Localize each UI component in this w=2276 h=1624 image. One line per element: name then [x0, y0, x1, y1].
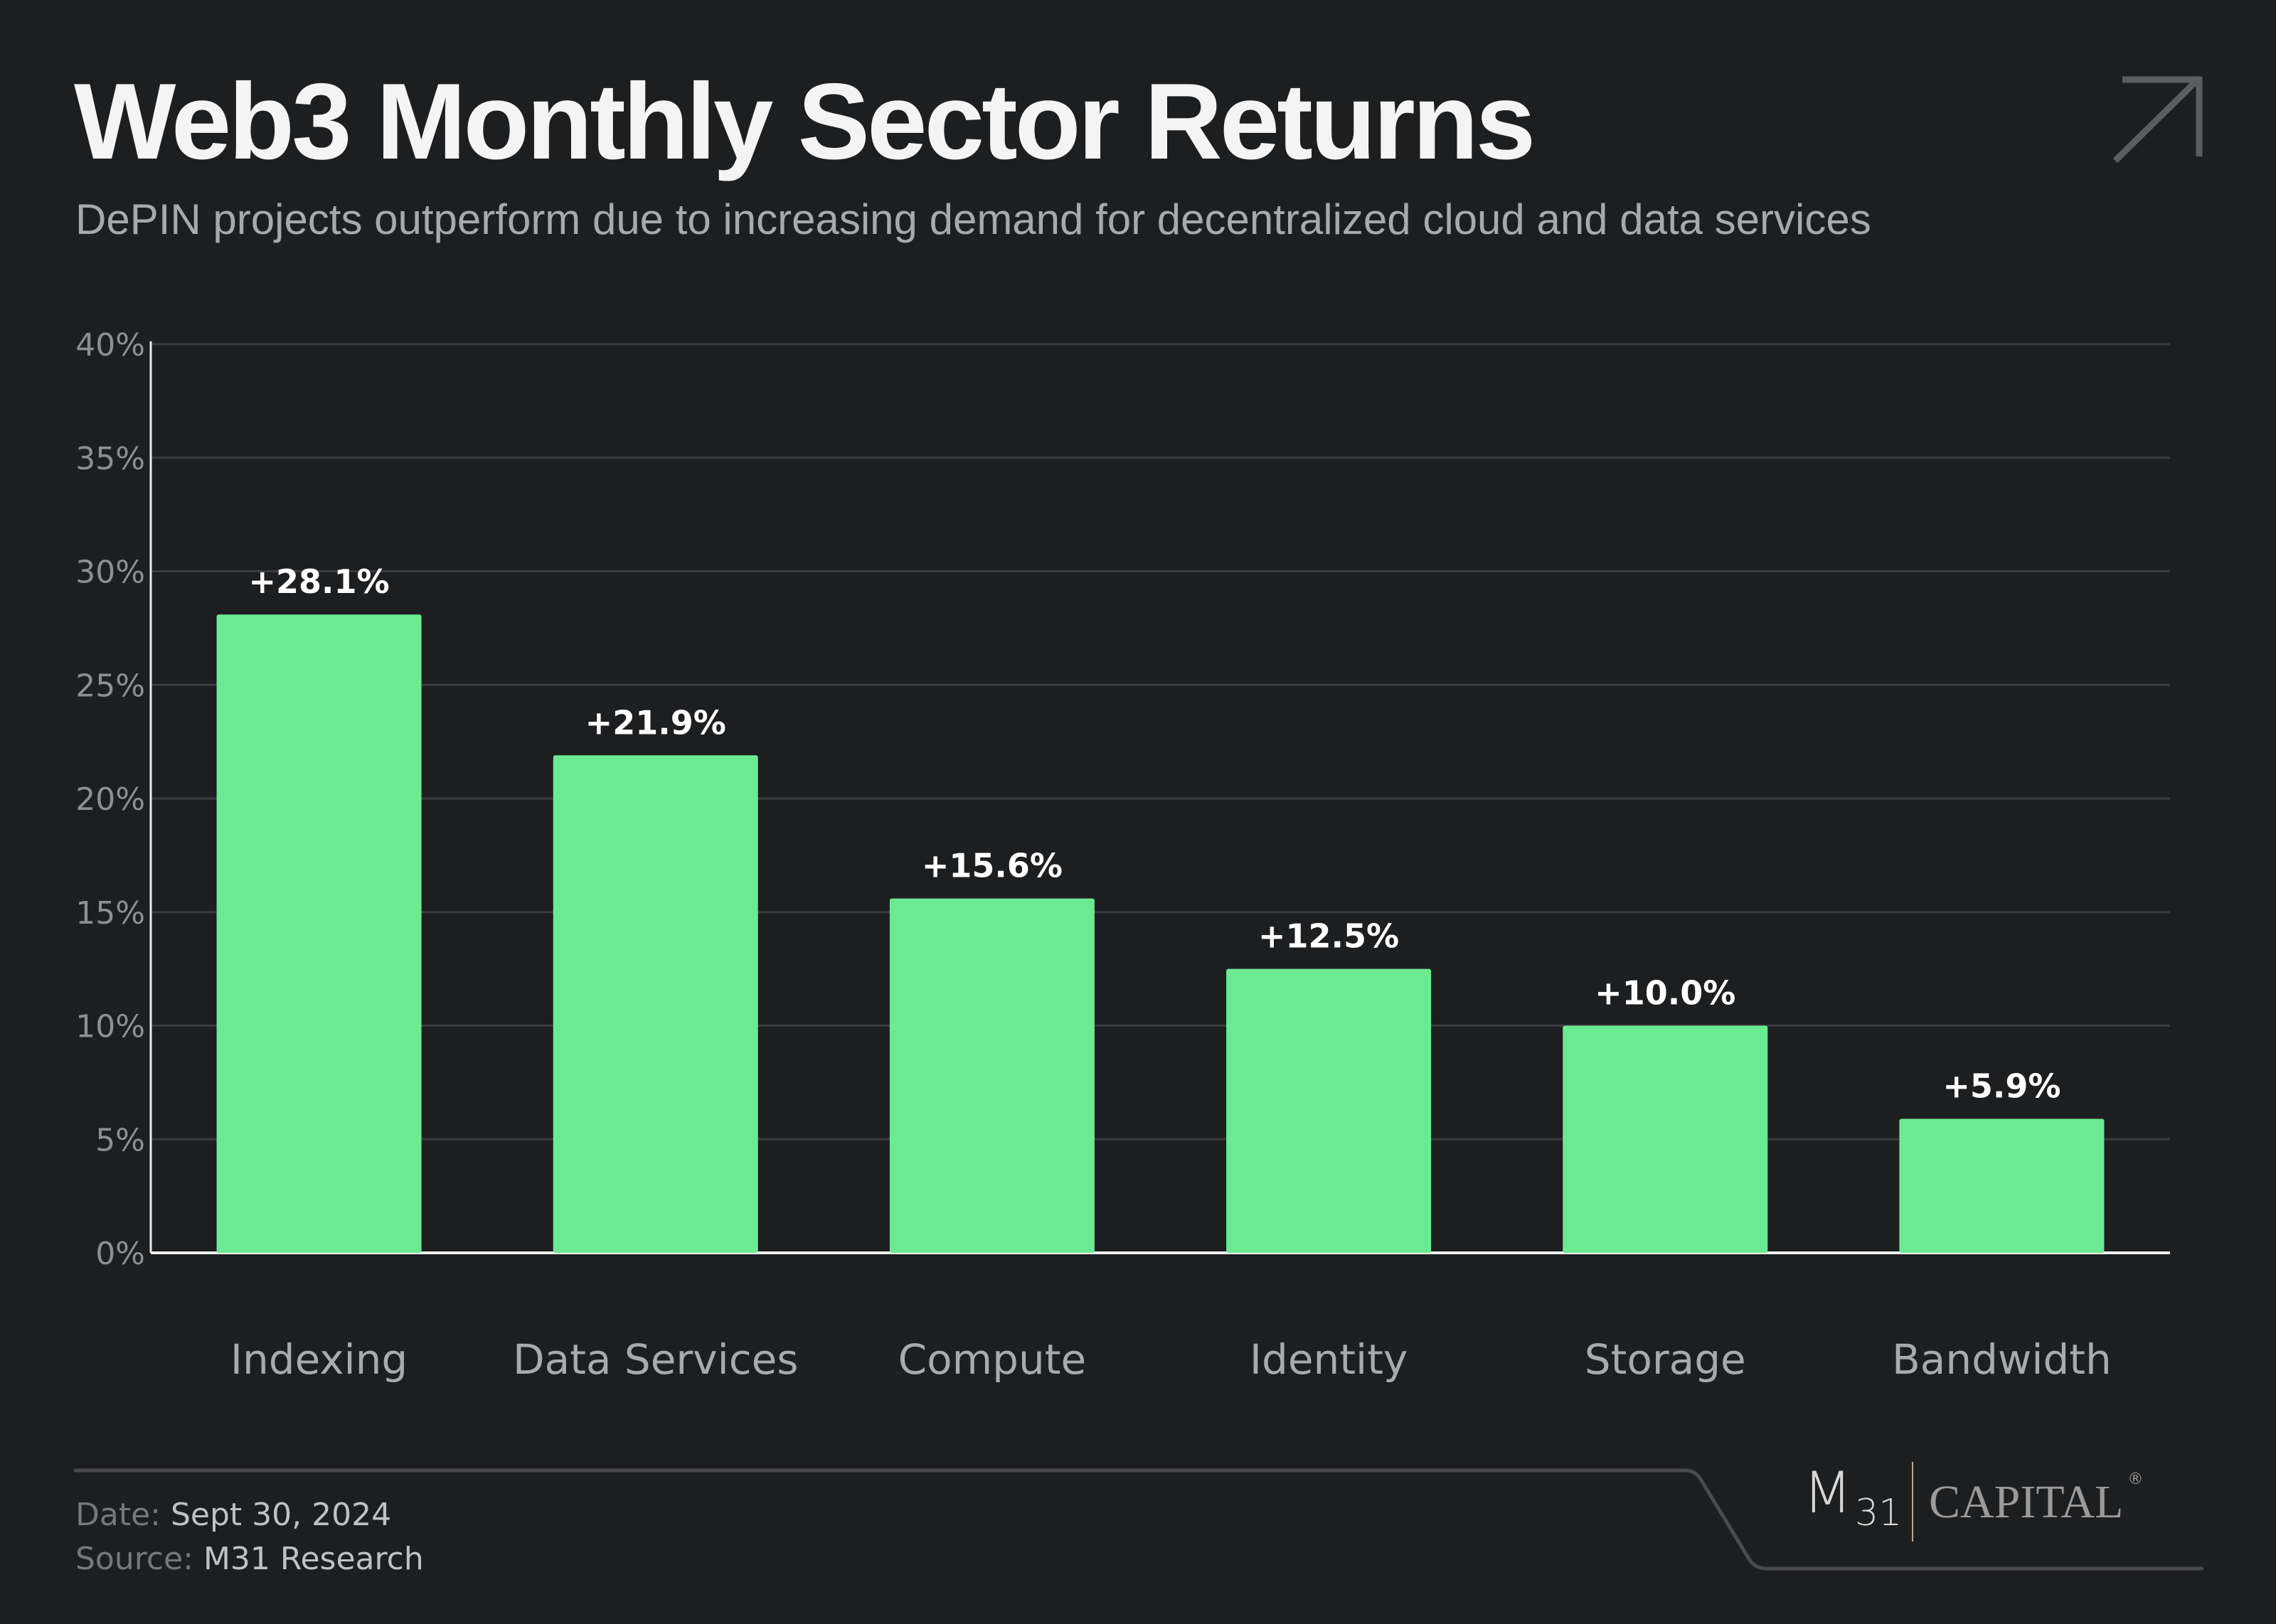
bar-identity — [1226, 968, 1432, 1253]
x-tick-label: Storage — [1585, 1335, 1746, 1384]
y-tick-label: 15% — [75, 895, 145, 931]
logo-num: 31 — [1855, 1492, 1903, 1534]
data-label: +12.5% — [1258, 917, 1399, 956]
x-tick-label: Indexing — [230, 1335, 408, 1384]
y-tick-label: 25% — [75, 668, 145, 704]
y-tick-label: 35% — [75, 441, 145, 477]
logo-capital-group: CAPITAL ® — [1929, 1472, 2143, 1526]
bar-bandwidth — [1899, 1118, 2105, 1253]
date-value: Sept 30, 2024 — [171, 1497, 392, 1533]
logo-divider — [1912, 1462, 1913, 1542]
data-label: +5.9% — [1942, 1067, 2060, 1105]
x-tick-label: Bandwidth — [1892, 1335, 2112, 1384]
y-tick-label: 0% — [95, 1236, 145, 1272]
logo-m31: M 31 — [1803, 1460, 1902, 1532]
y-tick-label: 40% — [75, 327, 145, 363]
arrow-icon — [2112, 75, 2203, 164]
source-label: Source: — [75, 1541, 193, 1577]
footer-divider — [73, 1468, 2204, 1571]
x-tick-label: Data Services — [513, 1335, 799, 1384]
data-label: +15.6% — [922, 847, 1063, 885]
y-tick-label: 30% — [75, 555, 145, 591]
bar-data-services — [553, 755, 758, 1253]
y-tick-label: 10% — [75, 1009, 145, 1045]
y-tick-label: 20% — [75, 781, 145, 818]
data-label: +10.0% — [1595, 974, 1735, 1013]
footer-source: Source: M31 Research — [75, 1541, 424, 1578]
chart-title: Web3 Monthly Sector Returns — [74, 61, 1536, 182]
bar-indexing — [216, 614, 422, 1253]
footer-date: Date: Sept 30, 2024 — [75, 1497, 391, 1534]
bar-compute — [889, 898, 1095, 1253]
y-tick-label: 5% — [95, 1122, 145, 1158]
x-tick-label: Identity — [1250, 1335, 1408, 1384]
bar-storage — [1563, 1025, 1768, 1253]
x-tick-label: Compute — [898, 1335, 1086, 1384]
logo-m: M — [1803, 1460, 1853, 1526]
logo-registered: ® — [2127, 1470, 2144, 1488]
date-label: Date: — [75, 1497, 161, 1533]
logo-capital: CAPITAL — [1929, 1476, 2124, 1528]
data-label: +28.1% — [249, 562, 390, 601]
data-label: +21.9% — [585, 703, 726, 742]
chart-subtitle: DePIN projects outperform due to increas… — [75, 196, 1871, 243]
source-value: M31 Research — [203, 1541, 424, 1577]
